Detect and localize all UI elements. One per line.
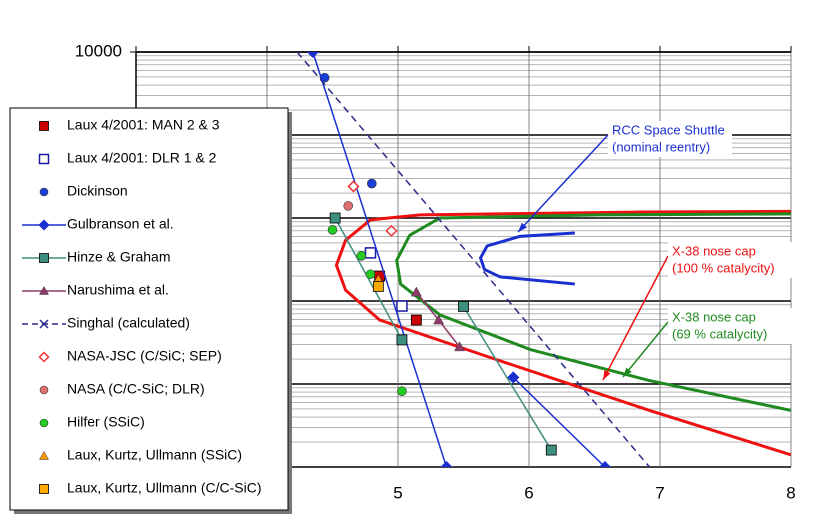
legend-label: Singhal (calculated)	[67, 315, 190, 331]
marker	[306, 52, 319, 59]
legend-label: Hilfer (SSiC)	[67, 414, 145, 430]
marker	[458, 301, 469, 312]
legend-label: Dickinson	[67, 183, 128, 199]
series-line	[334, 217, 552, 451]
legend-label: NASA-JSC (C/SiC; SEP)	[67, 348, 222, 364]
legend-marker	[39, 385, 49, 395]
marker	[329, 212, 341, 224]
marker	[598, 460, 612, 467]
arrow-head	[518, 222, 527, 232]
legend-marker	[39, 450, 49, 460]
marker	[410, 286, 422, 297]
annotation-text: (nominal reentry)	[612, 139, 710, 154]
marker	[507, 371, 520, 384]
annotation-text: X-38 nose cap	[672, 243, 756, 258]
marker	[440, 460, 453, 467]
marker	[396, 334, 408, 346]
legend-label: Laux, Kurtz, Ullmann (SSiC)	[67, 447, 242, 463]
marker	[327, 225, 338, 235]
legend: Laux 4/2001: MAN 2 & 3 Laux 4/2001: DLR 1…	[9, 107, 289, 511]
legend-label: Laux 4/2001: MAN 2 & 3	[67, 117, 220, 133]
curve	[478, 231, 575, 286]
marker	[385, 224, 398, 237]
annotation-text: (69 % catalycity)	[672, 326, 767, 341]
annotation-box	[668, 242, 792, 278]
marker	[433, 314, 445, 325]
series-line	[296, 52, 651, 467]
legend-marker	[39, 253, 49, 263]
marker	[410, 314, 422, 326]
curve	[395, 212, 791, 412]
marker	[372, 280, 384, 292]
legend-marker	[38, 351, 50, 363]
curve	[334, 209, 791, 457]
marker	[365, 269, 376, 280]
x-tick-label: 6	[524, 483, 533, 502]
plot-area	[296, 52, 791, 467]
annotation-arrow	[602, 255, 669, 381]
marker	[366, 178, 377, 189]
legend-marker	[39, 418, 49, 428]
annotation-box	[608, 121, 732, 157]
legend-label: Narushima et al.	[67, 282, 169, 298]
legend-marker	[38, 153, 50, 165]
marker	[397, 386, 407, 396]
marker	[396, 300, 408, 312]
legend-marker	[39, 187, 49, 197]
marker	[545, 444, 557, 456]
legend-marker	[39, 121, 49, 131]
legend-marker	[38, 219, 50, 231]
marker	[347, 180, 360, 193]
legend-label: Laux 4/2001: DLR 1 & 2	[67, 150, 217, 166]
legend-label: Gulbranson et al.	[67, 216, 174, 232]
x-tick-label: 7	[655, 483, 664, 502]
legend-box	[9, 107, 289, 511]
annotation-text: RCC Space Shuttle	[612, 122, 725, 137]
marker	[343, 201, 354, 211]
annotation-text: (100 % catalycity)	[672, 260, 775, 275]
marker	[356, 251, 367, 261]
arrow-head	[623, 367, 632, 377]
legend-label: NASA (C/C-SiC; DLR)	[67, 381, 205, 397]
legend-marker	[39, 319, 49, 329]
annotation-text: X-38 nose cap	[672, 309, 756, 324]
marker	[454, 341, 465, 352]
annotation-arrow	[517, 134, 609, 233]
x-tick-label: 8	[786, 483, 795, 502]
annotation-arrow	[622, 321, 669, 378]
arrow-head	[603, 370, 611, 380]
y-tick-label: 10000	[75, 41, 122, 60]
legend-marker	[39, 285, 49, 295]
x-tick-label: 5	[393, 483, 402, 502]
legend-label: Hinze & Graham	[67, 249, 170, 265]
series-line	[312, 52, 606, 467]
annotation-box	[668, 308, 792, 344]
marker	[364, 247, 377, 259]
legend-marker	[39, 484, 49, 494]
legend-label: Laux, Kurtz, Ullmann (C/C-SiC)	[67, 480, 262, 496]
